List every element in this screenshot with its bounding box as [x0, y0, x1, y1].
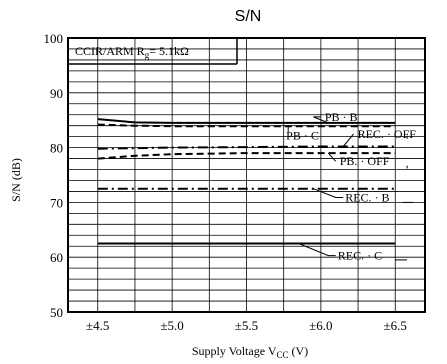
series-leader-5: [298, 243, 336, 257]
y-tick-label: 60: [50, 250, 63, 265]
series-group: [97, 118, 396, 245]
series-label-2: REC. · OFF: [358, 127, 417, 141]
series-label-5: REC. · C: [338, 249, 382, 263]
x-tick-label: ±6.0: [309, 318, 332, 333]
y-tick-label: 70: [50, 195, 63, 210]
chart-title: S/N: [235, 8, 262, 25]
series-leader-3: [327, 152, 337, 162]
x-axis-label: Supply Voltage VCC (V): [192, 344, 308, 360]
series-label-3: PB. · OFF: [340, 154, 390, 168]
series-labels: PB · B PB · C REC. · OFF PB. · OFF REC. · B R…: [286, 110, 416, 263]
y-axis-label: S/N (dB): [9, 158, 23, 202]
conditions-annotation: CCIR/ARM Rg= 5.1kΩ: [75, 44, 189, 60]
x-tick-label: ±5.0: [160, 318, 183, 333]
y-tick-label: 100: [44, 31, 64, 46]
x-tick-label: ±4.5: [86, 318, 109, 333]
series-line-3: [97, 152, 396, 160]
axis-ticks: 50 60 70 80 90 100 ±4.5 ±5.0 ±5.5 ±6.0 ±6.5: [44, 31, 407, 333]
series-leader-2: [342, 133, 354, 147]
x-tick-label: ±6.5: [384, 318, 407, 333]
plot-frame: [67, 37, 426, 313]
series-line-0: [97, 118, 396, 124]
x-tick-label: ±5.5: [235, 318, 258, 333]
y-tick-label: 80: [50, 141, 63, 156]
series-label-4: REC. · B: [345, 190, 389, 204]
y-tick-label: 50: [50, 305, 63, 320]
y-tick-label: 90: [50, 86, 63, 101]
series-leader-0: [313, 116, 329, 124]
series-line-2: [97, 145, 396, 150]
series-label-0: PB · B: [325, 110, 358, 124]
series-line-1: [97, 123, 396, 128]
grid: [68, 37, 425, 313]
series-leader-4: [313, 188, 344, 198]
series-label-1: PB · C: [286, 129, 319, 143]
